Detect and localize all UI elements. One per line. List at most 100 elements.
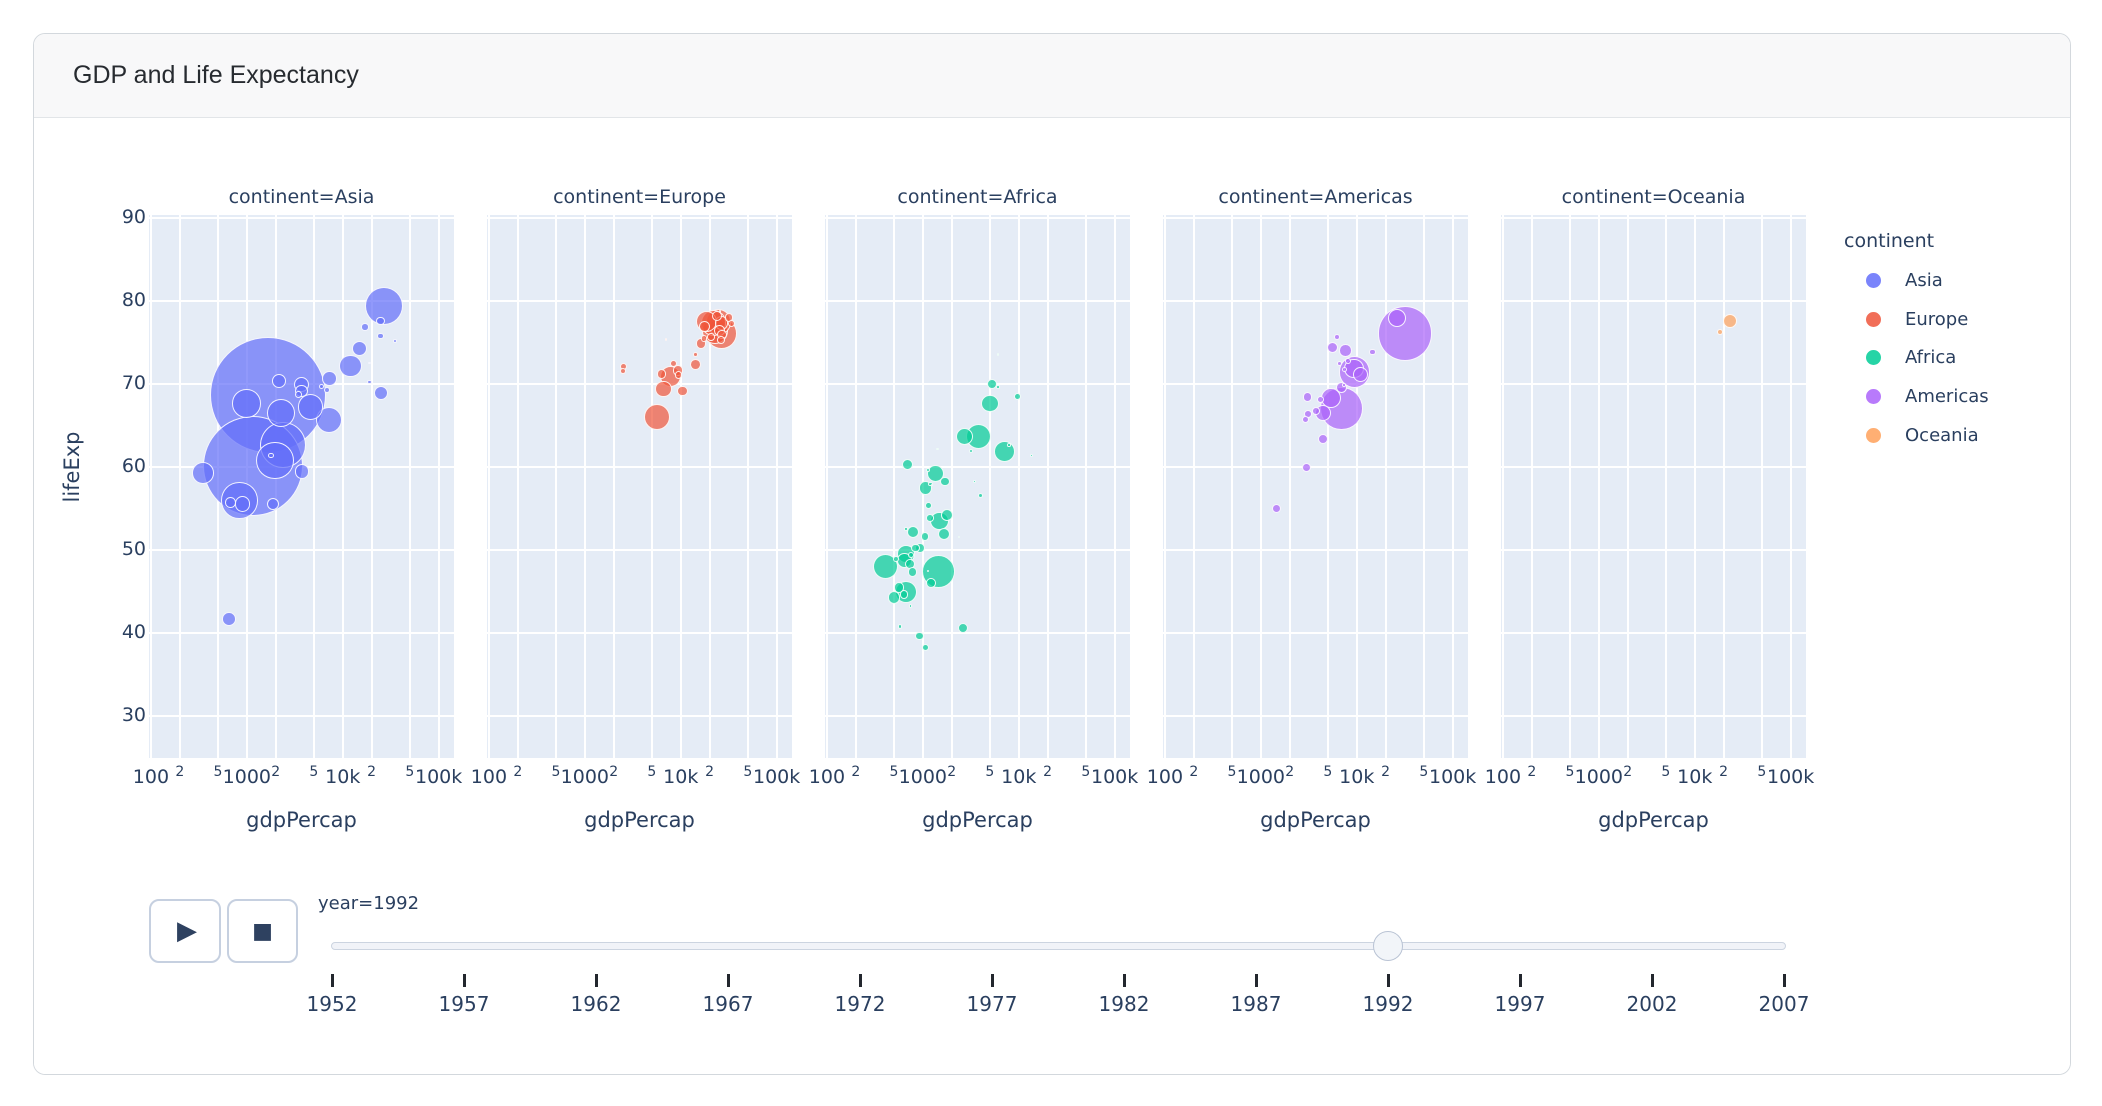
scatter-point[interactable] [1316,395,1325,403]
scatter-point[interactable] [1317,433,1329,445]
scatter-point[interactable] [297,393,324,420]
scatter-point[interactable] [656,369,667,380]
scatter-point[interactable] [664,338,668,341]
scatter-point[interactable] [925,577,936,588]
scatter-point[interactable] [711,311,722,322]
scatter-point[interactable] [907,567,918,577]
scatter-point[interactable] [717,336,726,345]
scatter-point[interactable] [655,381,672,398]
legend-item-europe[interactable]: Europe [1866,309,1968,330]
scatter-point[interactable] [267,399,296,428]
scatter-point[interactable] [191,462,214,485]
scatter-point[interactable] [700,335,708,342]
scatter-point[interactable] [695,338,707,350]
scatter-point[interactable] [373,385,388,400]
scatter-point[interactable] [978,492,984,499]
scatter-point[interactable] [972,479,977,484]
scatter-point[interactable] [925,502,933,509]
scatter-point[interactable] [232,389,261,418]
scatter-point[interactable] [1336,360,1343,367]
scatter-point[interactable] [936,447,939,451]
scatter-point[interactable] [225,496,237,508]
scatter-point[interactable] [221,612,236,627]
scatter-point[interactable] [266,497,280,511]
scatter-point[interactable] [996,353,1000,356]
scatter-point[interactable] [940,476,951,487]
scatter-point[interactable] [907,526,919,539]
scatter-point[interactable] [376,317,385,326]
legend-item-americas[interactable]: Americas [1866,386,1989,407]
scatter-point[interactable] [930,483,934,487]
scatter-point[interactable] [324,387,331,394]
scatter-point[interactable] [1301,462,1311,472]
scatter-point[interactable] [728,320,736,328]
scatter-point[interactable] [987,378,998,389]
legend-item-africa[interactable]: Africa [1866,347,1956,368]
legend-item-oceania[interactable]: Oceania [1866,425,1979,446]
scatter-point[interactable] [941,508,954,521]
scatter-point[interactable] [1369,348,1376,356]
scatter-point[interactable] [1333,334,1340,341]
slider-track[interactable] [331,942,1786,950]
scatter-point[interactable] [707,333,715,341]
scatter-point[interactable] [926,569,930,573]
scatter-point[interactable] [957,535,961,539]
scatter-point[interactable] [319,384,325,390]
scatter-point[interactable] [897,624,903,630]
scatter-point[interactable] [619,368,627,375]
scatter-point[interactable] [392,339,397,344]
scatter-point[interactable] [677,385,689,397]
scatter-point[interactable] [1345,358,1352,365]
scatter-point[interactable] [1007,443,1012,447]
scatter-point[interactable] [1716,328,1724,336]
scatter-point[interactable] [968,448,973,453]
scatter-point[interactable] [692,352,698,357]
play-button[interactable]: ▶ [149,899,221,963]
scatter-point[interactable] [892,555,900,562]
scatter-point[interactable] [690,358,702,370]
scatter-point[interactable] [904,527,908,531]
scatter-point[interactable] [981,394,999,413]
scatter-point[interactable] [1271,503,1281,513]
scatter-point[interactable] [1029,454,1033,458]
scatter-point[interactable] [1302,415,1310,423]
scatter-point[interactable] [955,428,973,446]
scatter-point[interactable] [294,464,309,479]
scatter-point[interactable] [1335,382,1347,394]
scatter-point[interactable] [698,320,710,332]
slider-tick-label-1977[interactable]: 1977 [966,992,1018,1016]
scatter-point[interactable] [674,371,683,380]
scatter-point[interactable] [1326,342,1339,354]
slider-tick-label-2002[interactable]: 2002 [1626,992,1678,1016]
scatter-point[interactable] [1352,366,1369,383]
legend-item-asia[interactable]: Asia [1866,270,1943,291]
scatter-point[interactable] [271,373,286,389]
scatter-point[interactable] [887,591,901,605]
slider-tick-label-2007[interactable]: 2007 [1758,992,1810,1016]
scatter-point[interactable] [907,552,914,559]
scatter-point[interactable] [1339,344,1352,357]
scatter-point[interactable] [644,403,671,430]
slider-tick-label-1987[interactable]: 1987 [1230,992,1282,1016]
scatter-point[interactable] [926,464,944,482]
scatter-point[interactable] [367,379,372,385]
scatter-point[interactable] [901,458,914,470]
scatter-point[interactable] [925,467,931,473]
scatter-point[interactable] [294,390,302,398]
scatter-point[interactable] [1013,393,1021,401]
scatter-point[interactable] [926,514,934,522]
scatter-point[interactable] [1342,383,1346,388]
scatter-point[interactable] [339,354,362,378]
scatter-point[interactable] [915,631,924,641]
scatter-point[interactable] [268,453,274,459]
scatter-point[interactable] [1302,392,1312,402]
scatter-point[interactable] [361,323,369,331]
scatter-point[interactable] [1723,314,1738,329]
slider-tick-label-1992[interactable]: 1992 [1362,992,1414,1016]
scatter-point[interactable] [920,532,930,541]
slider-tick-label-1997[interactable]: 1997 [1494,992,1546,1016]
scatter-point[interactable] [718,310,722,313]
scatter-point[interactable] [1388,308,1407,328]
slider-tick-label-1967[interactable]: 1967 [702,992,754,1016]
scatter-point[interactable] [911,543,920,553]
